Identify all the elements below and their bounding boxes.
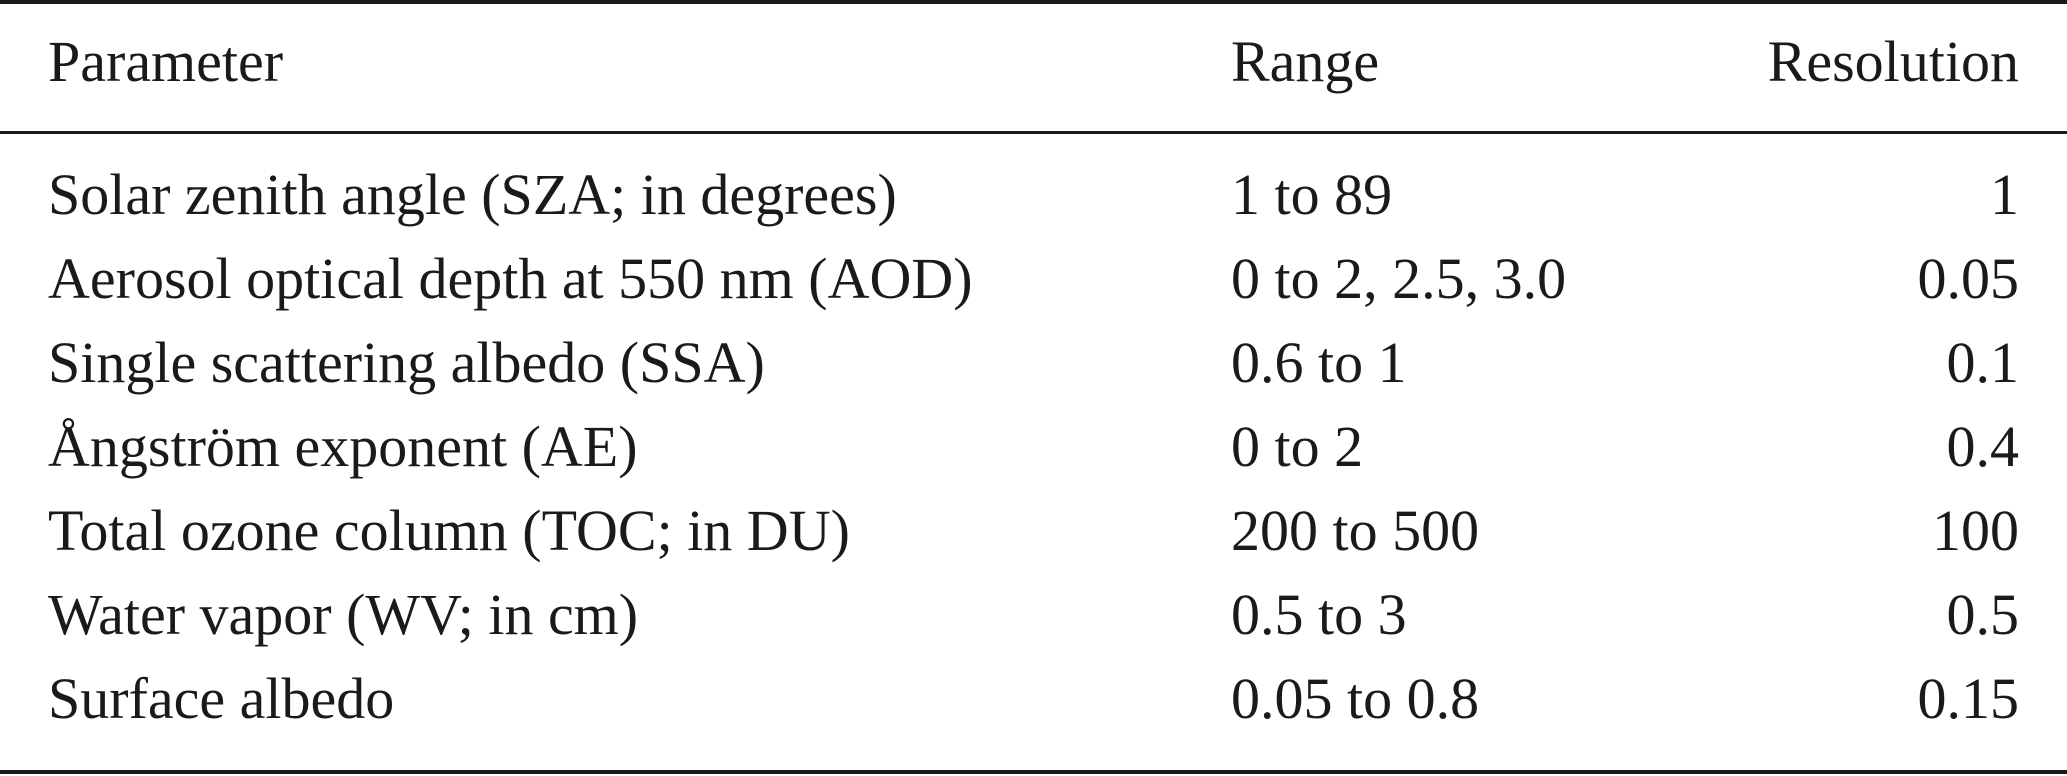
header-parameter: Parameter bbox=[48, 29, 284, 94]
cell-parameter: Water vapor (WV; in cm) bbox=[48, 582, 639, 647]
cell-resolution: 1 bbox=[1990, 162, 2019, 227]
cell-parameter: Total ozone column (TOC; in DU) bbox=[48, 498, 850, 563]
cell-range: 1 to 89 bbox=[1231, 162, 1393, 227]
cell-parameter: Ångström exponent (AE) bbox=[48, 414, 638, 479]
cell-resolution: 100 bbox=[1932, 498, 2019, 563]
cell-range: 0.05 to 0.8 bbox=[1231, 666, 1480, 731]
cell-parameter: Single scattering albedo (SSA) bbox=[48, 330, 765, 395]
cell-resolution: 0.1 bbox=[1946, 330, 2020, 395]
cell-resolution: 0.4 bbox=[1946, 414, 2020, 479]
cell-range: 0 to 2 bbox=[1231, 414, 1364, 479]
cell-range: 0.6 to 1 bbox=[1231, 330, 1407, 395]
cell-resolution: 0.5 bbox=[1946, 582, 2020, 647]
cell-resolution: 0.05 bbox=[1917, 246, 2020, 311]
cell-range: 200 to 500 bbox=[1231, 498, 1480, 563]
table-header-rule bbox=[0, 131, 2067, 134]
header-range: Range bbox=[1231, 29, 1380, 94]
cell-parameter: Aerosol optical depth at 550 nm (AOD) bbox=[48, 246, 973, 311]
header-resolution: Resolution bbox=[1767, 29, 2019, 94]
cell-range: 0 to 2, 2.5, 3.0 bbox=[1231, 246, 1567, 311]
cell-parameter: Surface albedo bbox=[48, 666, 395, 731]
cell-range: 0.5 to 3 bbox=[1231, 582, 1407, 647]
table-top-rule bbox=[0, 0, 2067, 4]
table-bottom-rule bbox=[0, 770, 2067, 774]
cell-resolution: 0.15 bbox=[1917, 666, 2020, 731]
cell-parameter: Solar zenith angle (SZA; in degrees) bbox=[48, 162, 897, 227]
